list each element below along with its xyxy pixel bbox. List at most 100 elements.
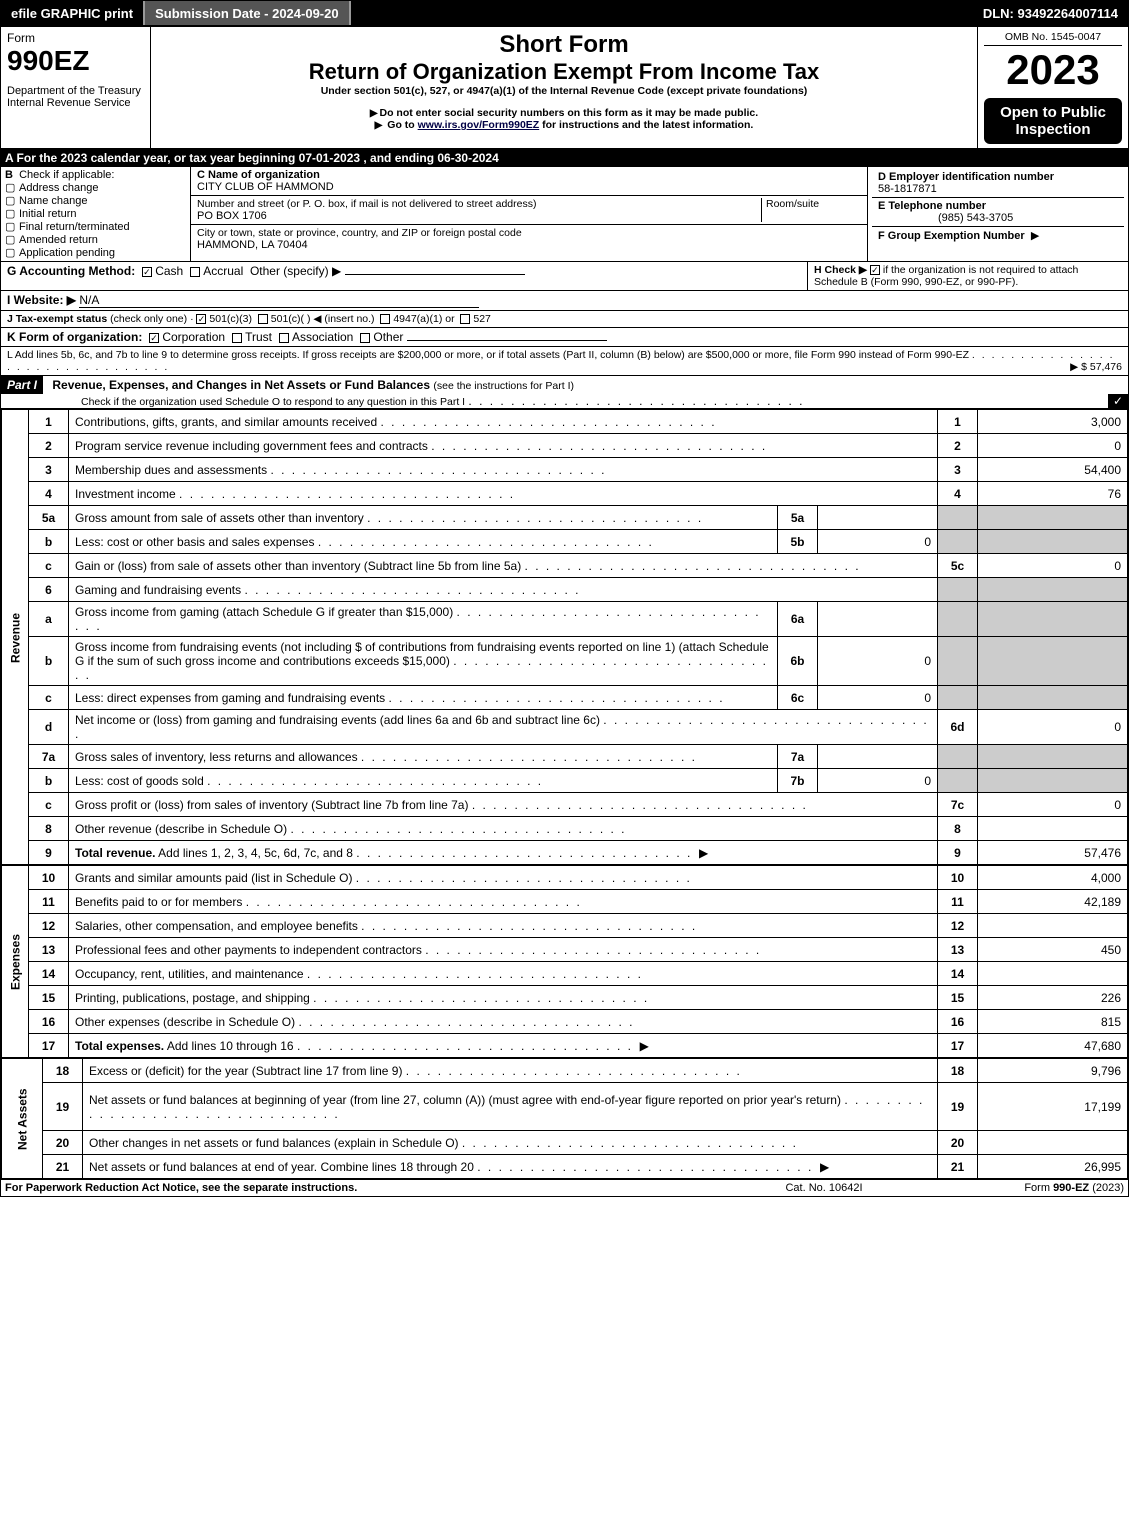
chk-501c3[interactable]: ✓ [196,314,206,324]
table-row: 2Program service revenue including gover… [2,434,1128,458]
chk-address-change[interactable]: Address change [19,182,99,194]
ein-label: D Employer identification number [878,171,1054,183]
line-amount [978,962,1128,986]
line-amount [978,817,1128,841]
chk-trust[interactable] [232,333,242,343]
chk-application-pending[interactable]: Application pending [19,247,115,259]
table-row: 5aGross amount from sale of assets other… [2,506,1128,530]
right-val-shade [978,602,1128,637]
mid-line-number: 5a [778,506,818,530]
chk-amended-return[interactable]: Amended return [19,234,98,246]
submission-date-btn[interactable]: Submission Date - 2024-09-20 [143,1,351,25]
right-line-number: 12 [938,914,978,938]
right-line-number: 20 [938,1131,978,1155]
table-row: cGain or (loss) from sale of assets othe… [2,554,1128,578]
efile-print-btn[interactable]: efile GRAPHIC print [1,1,143,25]
table-row: 9Total revenue. Add lines 1, 2, 3, 4, 5c… [2,841,1128,865]
chk-accrual[interactable] [190,267,200,277]
line-l: L Add lines 5b, 6c, and 7b to line 9 to … [1,347,1128,376]
table-row: 4Investment income 476 [2,482,1128,506]
section-rot-label: Net Assets [2,1059,43,1179]
right-val-shade [978,686,1128,710]
line-number: 5a [29,506,69,530]
chk-501c[interactable] [258,314,268,324]
line-amount: 47,680 [978,1034,1128,1058]
netassets-table: Net Assets18Excess or (deficit) for the … [1,1058,1128,1179]
mid-line-number: 6c [778,686,818,710]
right-line-number: 19 [938,1083,978,1131]
line-description: Less: cost or other basis and sales expe… [69,530,778,554]
line-number: 15 [29,986,69,1010]
table-row: 7aGross sales of inventory, less returns… [2,745,1128,769]
right-val-shade [978,769,1128,793]
line-number: c [29,686,69,710]
footer-formref: Form 990-EZ (2023) [924,1182,1124,1194]
section-rot-label: Revenue [2,410,29,865]
line-i: I Website: ▶ N/A [1,291,1128,311]
footer-paperwork: For Paperwork Reduction Act Notice, see … [5,1182,724,1194]
irs-link[interactable]: www.irs.gov/Form990EZ [418,119,540,131]
mid-line-number: 5b [778,530,818,554]
line-description: Gross income from gaming (attach Schedul… [69,602,778,637]
chk-assoc[interactable] [279,333,289,343]
line-description: Gaming and fundraising events [69,578,938,602]
line-amount: 226 [978,986,1128,1010]
part-i-checkbox[interactable]: ✓ [1108,394,1128,408]
line-description: Net assets or fund balances at beginning… [83,1083,938,1131]
right-num-shade [938,602,978,637]
chk-corp[interactable]: ✓ [149,333,159,343]
line-description: Contributions, gifts, grants, and simila… [69,410,938,434]
table-row: bLess: cost or other basis and sales exp… [2,530,1128,554]
line-number: 9 [29,841,69,865]
chk-other[interactable] [360,333,370,343]
group-exemption-label: F Group Exemption Number [878,230,1025,242]
chk-initial-return[interactable]: Initial return [19,208,76,220]
irs-label: Internal Revenue Service [7,97,144,109]
mid-value: 0 [818,686,938,710]
right-num-shade [938,769,978,793]
right-num-shade [938,578,978,602]
line-description: Other changes in net assets or fund bala… [83,1131,938,1155]
mid-value [818,506,938,530]
mid-value: 0 [818,637,938,686]
line-number: b [29,530,69,554]
mid-value [818,602,938,637]
line-description: Membership dues and assessments [69,458,938,482]
line-description: Total expenses. Add lines 10 through 16 … [69,1034,938,1058]
dept-treasury: Department of the Treasury [7,85,144,97]
right-line-number: 2 [938,434,978,458]
chk-527[interactable] [460,314,470,324]
top-toolbar: efile GRAPHIC print Submission Date - 20… [0,0,1129,26]
line-amount: 54,400 [978,458,1128,482]
chk-final-return[interactable]: Final return/terminated [19,221,130,233]
line-number: 13 [29,938,69,962]
open-public-inspection: Open to Public Inspection [984,98,1122,144]
table-row: 11Benefits paid to or for members 1142,1… [2,890,1128,914]
right-num-shade [938,637,978,686]
form-of-org-label: K Form of organization: [7,330,142,344]
accounting-method-label: G Accounting Method: [7,264,135,278]
line-description: Net income or (loss) from gaming and fun… [69,710,938,745]
chk-cash[interactable]: ✓ [142,267,152,277]
org-name-label: C Name of organization [197,169,320,181]
line-description: Gross amount from sale of assets other t… [69,506,778,530]
table-row: cLess: direct expenses from gaming and f… [2,686,1128,710]
part-i-title: Revenue, Expenses, and Changes in Net As… [46,378,430,392]
line-description: Benefits paid to or for members [69,890,938,914]
line-amount: 0 [978,434,1128,458]
table-row: 16Other expenses (describe in Schedule O… [2,1010,1128,1034]
note-goto: Go to www.irs.gov/Form990EZ for instruct… [157,119,971,131]
chk-4947[interactable] [380,314,390,324]
city-label: City or town, state or province, country… [197,227,522,239]
right-line-number: 15 [938,986,978,1010]
addr-label: Number and street (or P. O. box, if mail… [197,198,536,210]
line-number: 17 [29,1034,69,1058]
phone-value: (985) 543-3705 [878,212,1013,224]
chk-schedule-b[interactable]: ✓ [870,265,880,275]
table-row: 17Total expenses. Add lines 10 through 1… [2,1034,1128,1058]
line-l-text: L Add lines 5b, 6c, and 7b to line 9 to … [7,349,969,361]
chk-name-change[interactable]: Name change [19,195,88,207]
website-value: N/A [79,293,479,308]
line-amount: 4,000 [978,866,1128,890]
line-number: 2 [29,434,69,458]
